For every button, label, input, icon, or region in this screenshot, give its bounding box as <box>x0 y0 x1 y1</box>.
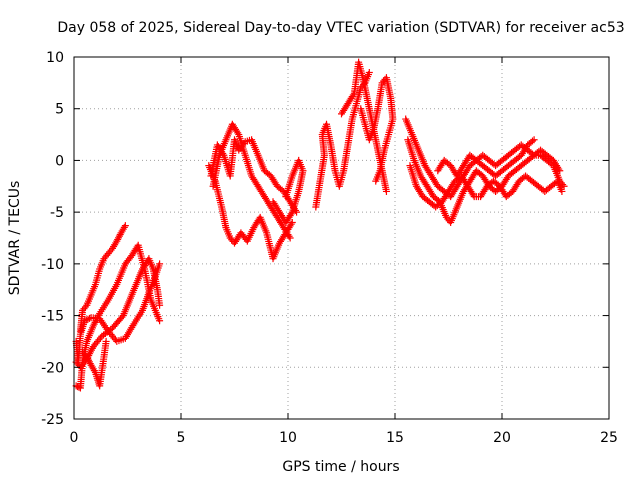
series-track-8 <box>209 120 294 242</box>
data-point <box>115 232 123 240</box>
data-point <box>102 337 110 345</box>
data-point <box>81 303 89 311</box>
data-point <box>113 237 121 245</box>
y-tick-label: -25 <box>41 412 64 428</box>
data-point <box>558 187 566 195</box>
data-points <box>72 58 568 392</box>
data-point <box>287 210 295 218</box>
data-point <box>114 235 122 243</box>
chart-title: Day 058 of 2025, Sidereal Day-to-day VTE… <box>57 20 624 36</box>
data-point <box>234 129 242 137</box>
y-tick-label: 0 <box>55 153 64 169</box>
x-axis-label: GPS time / hours <box>282 459 399 475</box>
y-tick-label: 5 <box>55 102 64 118</box>
data-point <box>82 316 90 324</box>
data-point <box>85 358 93 366</box>
y-tick-label: -5 <box>50 205 64 221</box>
y-tick-label: -10 <box>41 257 64 273</box>
data-point <box>287 220 295 228</box>
x-tick-label: 5 <box>177 430 186 446</box>
series-track-3 <box>72 241 164 392</box>
data-point <box>107 246 115 254</box>
data-point <box>349 91 357 99</box>
data-point <box>84 355 92 363</box>
data-point <box>285 232 293 240</box>
series-track-11 <box>338 58 390 195</box>
data-point <box>156 260 164 268</box>
series-track-16 <box>434 141 568 190</box>
data-point <box>382 187 390 195</box>
data-point <box>121 222 129 230</box>
data-point <box>559 181 567 189</box>
series-track-12 <box>357 74 397 185</box>
data-point <box>156 317 164 325</box>
x-tick-label: 10 <box>279 430 297 446</box>
data-point <box>83 353 91 361</box>
data-point <box>75 383 83 391</box>
x-tick-label: 15 <box>386 430 404 446</box>
data-point <box>286 234 294 242</box>
x-tick-labels: 0 5 10 15 20 25 <box>70 430 618 446</box>
data-point <box>372 177 380 185</box>
data-point <box>469 191 477 199</box>
data-point <box>530 136 538 144</box>
series-track-14 <box>404 136 564 226</box>
data-point <box>96 334 104 342</box>
data-point <box>282 193 290 201</box>
y-tick-label: -20 <box>41 360 64 376</box>
data-point <box>288 218 296 226</box>
plot-frame <box>73 56 610 420</box>
series-track-13 <box>402 115 538 201</box>
series-track-15 <box>406 162 566 211</box>
series-track-9 <box>269 156 307 226</box>
data-point <box>156 301 164 309</box>
series-track-4 <box>76 222 129 335</box>
axis-ticks <box>73 56 610 420</box>
x-tick-label: 20 <box>493 430 511 446</box>
series-track-10 <box>312 69 373 211</box>
x-tick-label: 25 <box>600 430 618 446</box>
y-tick-label: -15 <box>41 309 64 325</box>
y-axis-label: SDTVAR / TECUs <box>7 181 23 296</box>
data-point <box>84 315 92 323</box>
y-tick-label: 10 <box>46 50 64 66</box>
data-point <box>85 356 93 364</box>
data-point <box>528 150 536 158</box>
data-point <box>560 182 568 190</box>
series-track-5 <box>79 337 110 390</box>
x-tick-label: 0 <box>70 430 79 446</box>
data-point <box>365 69 373 77</box>
y-tick-labels: -25 -20 -15 -10 -5 0 5 10 <box>41 50 64 428</box>
data-point <box>528 137 536 145</box>
data-point <box>115 234 123 242</box>
